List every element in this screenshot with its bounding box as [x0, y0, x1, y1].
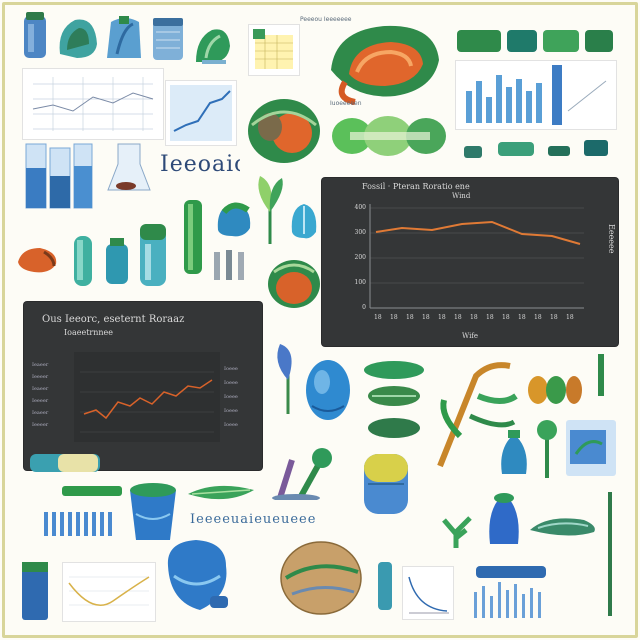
yellow-blue-jar-specimen	[364, 454, 408, 514]
left-col-4: Ieaeer	[32, 410, 49, 416]
green-stalk-specimen	[598, 354, 604, 396]
blue-leaf-specimen	[107, 16, 141, 58]
left-col-2: Ieaeer	[32, 386, 49, 392]
cyan-pod-specimen	[291, 204, 317, 239]
right-x-tick-4: 18	[438, 314, 446, 321]
green-tube-specimen	[74, 236, 92, 286]
right-x-tick-11: 18	[550, 314, 558, 321]
right-y-tick-1: 300	[354, 229, 366, 236]
handwriting-label-2: Ieeeeuaieueueee	[190, 512, 317, 527]
right-x-tick-8: 18	[502, 314, 510, 321]
green-leaf-sprout-specimen	[258, 176, 283, 244]
right-col-4: Ioeee	[224, 422, 238, 428]
green-rod-specimen	[184, 200, 202, 274]
right-y-tick-4: 0	[362, 304, 366, 311]
green-orange-cell-specimen	[248, 99, 320, 163]
right-y-tick-3: 100	[354, 279, 366, 286]
blue-jar-specimen	[24, 12, 46, 58]
right-x-tick-7: 18	[486, 314, 494, 321]
glass-flask-specimen	[107, 143, 151, 191]
right-x-axis-label: Wife	[462, 332, 479, 340]
right-col-2: Ioeee	[224, 394, 238, 400]
blue-canister-specimen	[22, 562, 48, 620]
blue-feather-specimen	[277, 344, 292, 414]
green-teal-slug-specimen	[530, 518, 595, 536]
right-dark-chart-panel: Fossil · Pteran Roratio ene Wind 400 300…	[322, 178, 618, 346]
right-x-tick-0: 18	[374, 314, 382, 321]
blue-bar-chart-sheet	[455, 60, 617, 130]
orange-shell-small-specimen	[18, 248, 57, 273]
teal-jar-specimen	[106, 238, 128, 284]
tall-green-vial-specimen	[140, 224, 166, 286]
left-col-5: Ieeeer	[32, 422, 49, 428]
left-col-0: Ieaeer	[32, 362, 49, 368]
green-coral-specimen	[442, 516, 472, 548]
green-orange-fruit-specimen	[268, 260, 320, 308]
left-panel-subtitle: Ioaeetrnnee	[64, 328, 114, 337]
right-col-3: Ioeee	[224, 408, 238, 414]
grey-stems-specimen	[214, 250, 244, 280]
left-dark-chart-panel: Ous Ieeorc, eseternt Roraaz Ioaeetrnnee …	[24, 302, 262, 470]
purple-green-stand-specimen	[272, 448, 332, 500]
tall-stem-specimen	[608, 492, 612, 616]
right-y-tick-0: 400	[354, 204, 366, 211]
glass-vial-specimen	[153, 18, 183, 60]
yellow-curve-graph-sheet	[62, 562, 156, 622]
blue-vessel-specimen	[167, 540, 228, 610]
right-y-tick-2: 200	[354, 254, 366, 261]
blue-cup-specimen	[130, 483, 176, 540]
orange-pods-strip	[528, 376, 582, 404]
top-caption-text: Peeeou Ieeeeeee	[300, 16, 352, 23]
handwriting-label-1: Ieeoaiolo	[160, 152, 240, 177]
mid-caption-text: Iuoeeeeen	[330, 100, 362, 107]
orange-green-fern-specimen	[437, 362, 518, 468]
large-orange-shell-specimen	[331, 25, 439, 105]
right-col-0: Ioeee	[224, 366, 238, 372]
right-x-tick-12: 18	[566, 314, 574, 321]
blue-egg-specimen	[306, 360, 350, 420]
left-col-1: Ieeeer	[32, 374, 49, 380]
right-x-tick-5: 18	[454, 314, 462, 321]
right-panel-subtitle: Wind	[452, 192, 471, 200]
blue-line-graph-sheet	[165, 80, 237, 146]
teal-vial-specimen	[378, 562, 392, 610]
green-strip-specimen	[62, 486, 122, 496]
blue-wave-chart-strip	[474, 566, 546, 618]
blue-green-blob-specimen	[217, 202, 251, 237]
yellow-graph-sheet	[248, 24, 300, 76]
left-panel-line-chart	[74, 352, 220, 442]
blue-green-roll-specimen	[30, 454, 100, 472]
right-x-tick-6: 18	[470, 314, 478, 321]
green-plant-specimen	[196, 29, 230, 64]
green-shell-specimen	[59, 19, 97, 58]
blue-card-specimen	[566, 420, 616, 476]
right-x-tick-2: 18	[406, 314, 414, 321]
left-col-3: Ieeeer	[32, 398, 49, 404]
right-x-tick-1: 18	[390, 314, 398, 321]
teal-vase-specimen	[501, 430, 527, 474]
blue-bar-code-strip	[44, 512, 112, 536]
green-leaf-flat-specimen	[188, 485, 254, 500]
right-side-label: Eeeeee	[607, 224, 616, 254]
right-x-tick-10: 18	[534, 314, 542, 321]
right-x-tick-3: 18	[422, 314, 430, 321]
right-col-1: Ioeee	[224, 380, 238, 386]
green-seedling-specimen	[537, 420, 557, 478]
green-seed-pods-specimen	[332, 116, 446, 156]
blue-pot-specimen	[489, 493, 519, 544]
right-x-tick-9: 18	[518, 314, 526, 321]
grid-line-graph-sheet	[22, 68, 164, 140]
blue-beakers-specimen	[25, 143, 93, 209]
right-panel-title: Fossil · Pteran Roratio ene	[362, 182, 470, 191]
right-panel-line-chart	[369, 204, 584, 309]
blue-decay-graph-sheet	[402, 566, 454, 620]
teal-bottles-strip	[464, 140, 608, 158]
round-earth-specimen	[280, 541, 362, 615]
left-panel-title: Ous Ieeorc, eseternt Roraaz	[42, 314, 185, 325]
green-pods-column-specimen	[364, 361, 424, 438]
green-cells-strip	[457, 30, 613, 52]
